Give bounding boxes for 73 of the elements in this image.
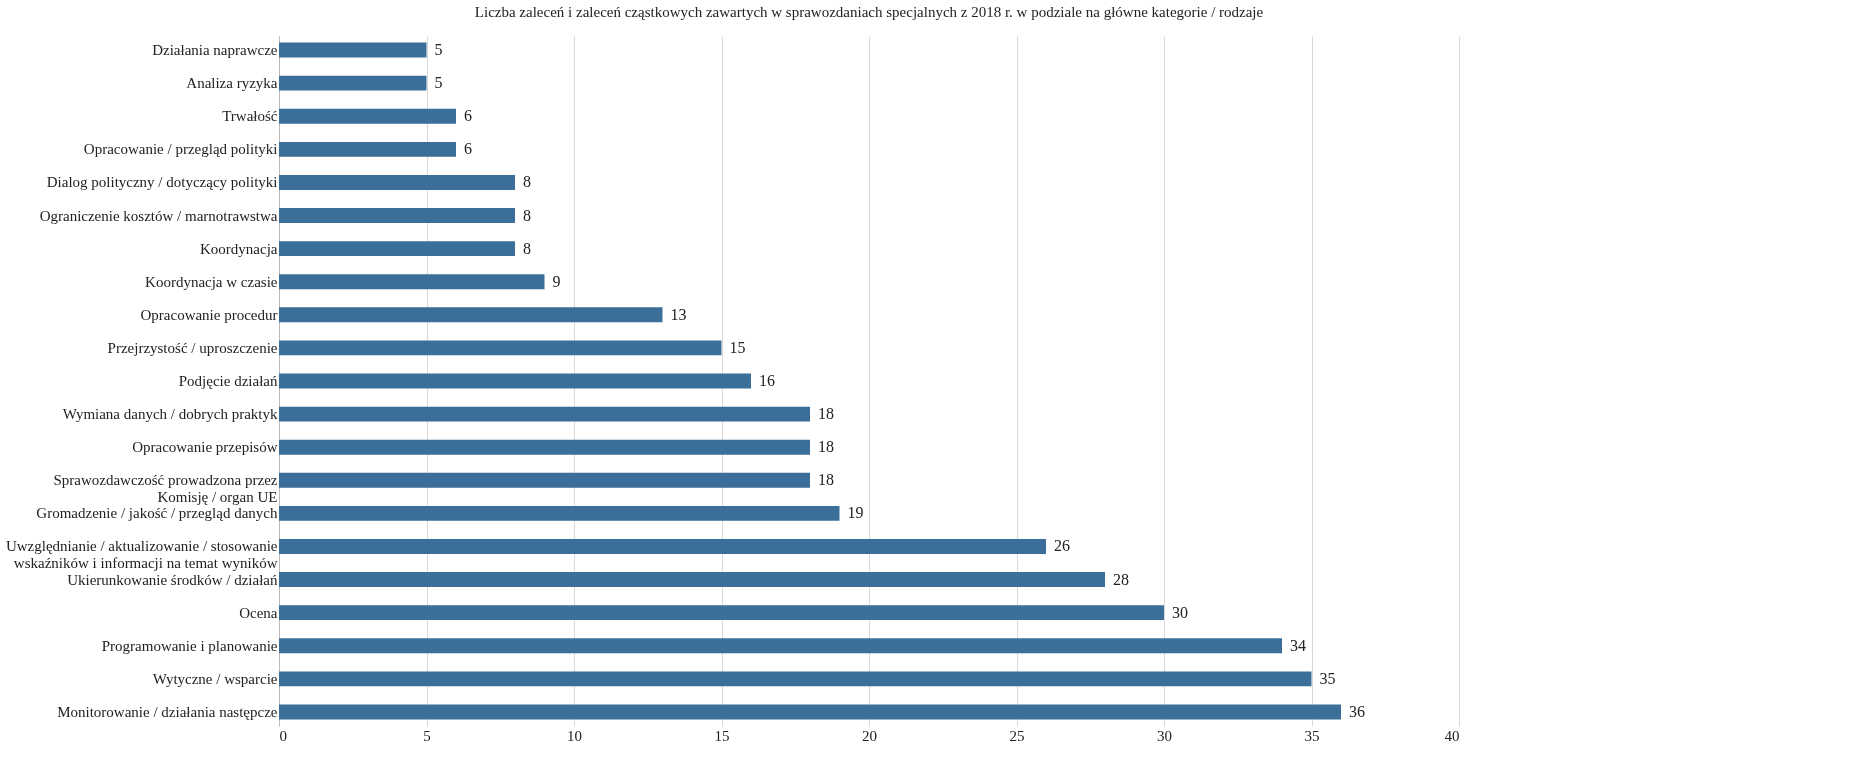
- data-label: 19: [847, 504, 864, 522]
- y-tick-label: Koordynacja: [200, 240, 278, 257]
- y-tick-label: Opracowanie procedur: [140, 306, 278, 323]
- bar: [279, 406, 810, 422]
- bar: [279, 340, 722, 356]
- bar: [279, 472, 810, 488]
- x-tick-label: 0: [279, 727, 287, 744]
- y-tick-label: Trwałość: [222, 108, 278, 125]
- x-tick-label: 15: [714, 727, 730, 744]
- bar: [279, 505, 840, 521]
- data-label: 28: [1113, 570, 1129, 588]
- bar: [279, 174, 515, 190]
- y-tick-label: Koordynacja w czasie: [145, 273, 278, 290]
- y-tick-label: Analiza ryzyka: [186, 75, 278, 92]
- bar: [279, 539, 1046, 554]
- bar: [279, 638, 1282, 654]
- bar: [279, 439, 810, 455]
- y-tick-label: Opracowanie przepisów: [132, 439, 278, 456]
- y-tick-label: Wymiana danych / dobrych praktyk: [62, 406, 278, 423]
- data-label: 6: [464, 107, 472, 125]
- y-tick-label: Wytyczne / wsparcie: [152, 670, 278, 687]
- x-tick-label: 35: [1304, 727, 1320, 744]
- y-tick-label: Działania naprawcze: [152, 42, 278, 59]
- bar: [279, 141, 456, 157]
- data-label: 9: [552, 272, 561, 290]
- y-tick-label: Sprawozdawczość prowadzona przez Komisję / organ UE: [53, 472, 278, 506]
- chart-title: Liczba zaleceń i zaleceń cząstkowych zawartych w sprawozdaniach specjalnych z 2018 r. w podziale na główne kategorie / rodzaje: [474, 4, 1264, 20]
- data-label: 6: [464, 140, 472, 158]
- data-label: 36: [1349, 702, 1365, 720]
- y-tick-label: Przejrzystość / uproszczenie: [107, 339, 278, 356]
- data-label: 18: [818, 471, 834, 489]
- data-label: 16: [759, 372, 775, 389]
- x-tick-label: 30: [1157, 727, 1172, 744]
- data-label: 18: [818, 438, 834, 456]
- data-label: 34: [1290, 636, 1306, 654]
- y-tick-label: Monitorowanie / działania następcze: [57, 703, 278, 720]
- x-tick-label: 5: [423, 727, 431, 744]
- bar: [279, 108, 456, 124]
- data-label: 35: [1319, 669, 1336, 687]
- bar: [279, 572, 1105, 588]
- y-tick-label: Ograniczenie kosztów / marnotrawstwa: [39, 207, 278, 224]
- y-tick-label: Dialog polityczny / dotyczący polityki: [46, 174, 278, 191]
- y-tick-label: Ukierunkowanie środków / działań: [67, 571, 278, 588]
- bar: [279, 605, 1164, 621]
- data-label: 5: [434, 74, 443, 92]
- data-label: 5: [434, 41, 443, 59]
- bar: [279, 42, 427, 58]
- data-label: 8: [523, 206, 531, 224]
- bar: [279, 307, 663, 323]
- bar: [279, 241, 515, 257]
- bar: [279, 274, 545, 290]
- x-tick-label: 25: [1009, 727, 1025, 744]
- bar: [279, 373, 751, 389]
- bar: [279, 704, 1341, 720]
- x-tick-label: 10: [567, 727, 582, 744]
- x-tick-label: 20: [862, 727, 877, 744]
- x-tick-label: 40: [1444, 727, 1460, 744]
- data-label: 8: [523, 173, 531, 191]
- y-tick-label: Programowanie i planowanie: [101, 637, 278, 654]
- bar: [279, 75, 427, 91]
- data-label: 26: [1054, 537, 1070, 555]
- data-label: 8: [523, 239, 531, 257]
- y-tick-label: Opracowanie / przegląd polityki: [83, 141, 278, 158]
- data-label: 30: [1172, 603, 1188, 621]
- y-tick-label: Gromadzenie / jakość / przegląd danych: [36, 505, 278, 522]
- y-tick-label: Ocena: [239, 604, 278, 621]
- data-label: 18: [818, 405, 834, 423]
- bar: [279, 208, 515, 223]
- data-label: 15: [729, 338, 746, 356]
- y-tick-label: Uwzględnianie / aktualizowanie / stosowanie wskaźników i informacji na temat wyników: [5, 538, 278, 572]
- bar: [279, 671, 1312, 687]
- data-label: 13: [670, 305, 687, 323]
- y-tick-label: Podjęcie działań: [178, 373, 278, 389]
